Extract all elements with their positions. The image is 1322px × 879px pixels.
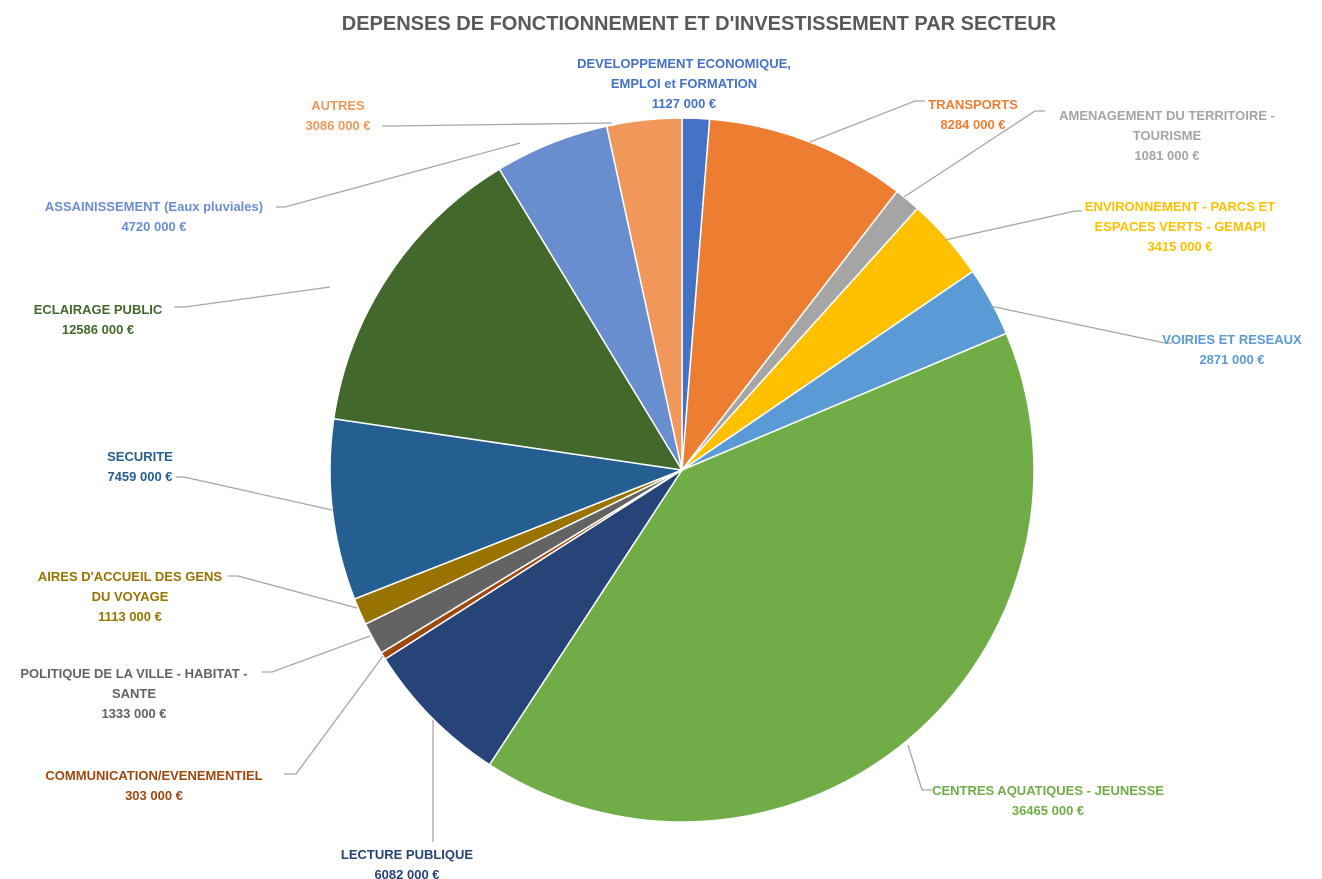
data-label-name-13: AUTRES <box>311 98 365 113</box>
data-label-name-5: CENTRES AQUATIQUES - JEUNESSE <box>932 783 1164 798</box>
pie-slice-11 <box>332 168 684 471</box>
leader-line-7 <box>284 655 384 775</box>
leader-line-11 <box>174 286 331 308</box>
data-label-value-11: 12586 000 € <box>62 322 134 337</box>
data-label-name-1: TRANSPORTS <box>928 97 1018 112</box>
data-label-value-6: 6082 000 € <box>374 867 439 879</box>
leader-line-12 <box>276 142 521 208</box>
data-label-name-0: DEVELOPPEMENT ECONOMIQUE, <box>577 56 791 71</box>
data-labels: DEVELOPPEMENT ECONOMIQUE, EMPLOI et FORMA… <box>20 56 1302 879</box>
data-label-value-4: 2871 000 € <box>1199 352 1264 367</box>
data-label-value-13: 3086 000 € <box>305 118 370 133</box>
data-label-value-3: 3415 000 € <box>1147 239 1212 254</box>
leader-line-10 <box>176 476 333 511</box>
leader-line-8 <box>262 635 371 673</box>
chart-title: DEPENSES DE FONCTIONNEMENT ET D'INVESTIS… <box>342 13 1057 35</box>
leader-line-2 <box>903 110 1045 198</box>
leader-line-13 <box>382 122 613 127</box>
data-label-name-8: POLITIQUE DE LA VILLE - HABITAT - <box>20 666 247 681</box>
pie-slice-10 <box>329 417 685 600</box>
data-label-name-11: ECLAIRAGE PUBLIC <box>34 302 163 317</box>
data-label-name-7: COMMUNICATION/EVENEMENTIEL <box>45 768 262 783</box>
data-label-name-4: VOIRIES ET RESEAUX <box>1162 332 1302 347</box>
data-label-value-9: 1113 000 € <box>98 609 162 624</box>
data-label-name-9: AIRES D'ACCUEIL DES GENS <box>38 569 222 584</box>
data-label-value-0: 1127 000 € <box>652 96 716 111</box>
leader-lines <box>174 100 1172 842</box>
data-label-value-1: 8284 000 € <box>940 117 1005 132</box>
data-label-value-7: 303 000 € <box>125 788 183 803</box>
leader-line-9 <box>228 575 358 609</box>
data-label-value-10: 7459 000 € <box>107 469 172 484</box>
pie-slices <box>329 117 1035 823</box>
pie-slice-13 <box>605 117 683 471</box>
data-label-name-2: TOURISME <box>1133 128 1202 143</box>
data-label-value-12: 4720 000 € <box>121 219 186 234</box>
data-label-value-8: 1333 000 € <box>101 706 166 721</box>
data-label-name-9: DU VOYAGE <box>92 589 169 604</box>
leader-line-4 <box>989 305 1172 344</box>
data-label-value-2: 1081 000 € <box>1134 148 1199 163</box>
pie-slice-5 <box>488 332 1035 823</box>
data-label-name-8: SANTE <box>112 686 156 701</box>
data-label-name-2: AMENAGEMENT DU TERRITOIRE - <box>1059 108 1275 123</box>
data-label-name-6: LECTURE PUBLIQUE <box>341 847 474 862</box>
data-label-name-3: ENVIRONNEMENT - PARCS ET <box>1085 199 1275 214</box>
leader-line-3 <box>944 210 1082 241</box>
data-label-name-0: EMPLOI et FORMATION <box>611 76 757 91</box>
pie-slice-6 <box>384 469 683 766</box>
pie-slice-1 <box>681 118 899 473</box>
data-label-name-3: ESPACES VERTS - GEMAPI <box>1095 219 1266 234</box>
leader-line-1 <box>809 100 925 143</box>
data-label-name-10: SECURITE <box>107 449 173 464</box>
leader-line-5 <box>907 744 932 791</box>
data-label-name-12: ASSAINISSEMENT (Eaux pluviales) <box>45 199 263 214</box>
data-label-value-5: 36465 000 € <box>1012 803 1084 818</box>
